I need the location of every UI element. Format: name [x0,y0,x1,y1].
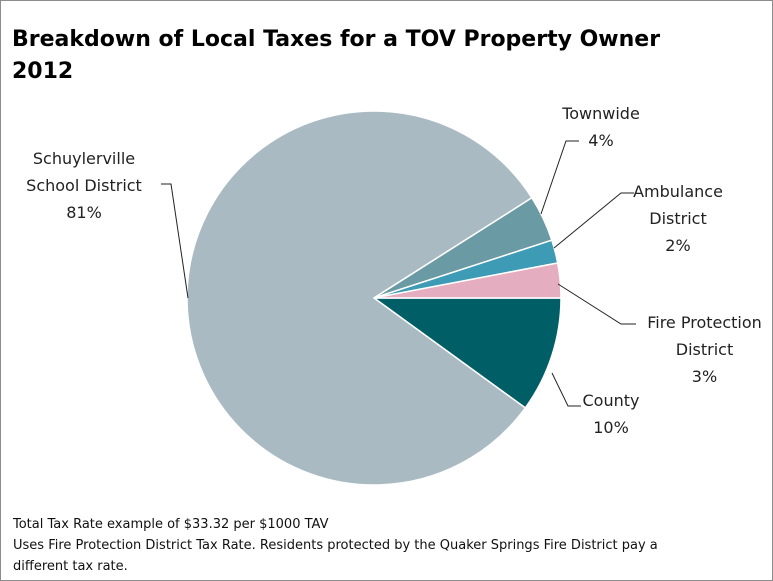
category-label: Schuylerville School District [26,149,142,195]
leader-line [557,283,636,325]
slice-label: County 10% [561,387,661,441]
leader-line [553,192,634,249]
category-label: Ambulance District [633,182,723,228]
slice-label: Fire Protection District 3% [637,309,772,390]
note: Total Tax Rate example of $33.32 per $10… [13,517,329,532]
slice-label: Ambulance District 2% [628,178,728,259]
chart-subtitle: 2012 [12,59,74,84]
leader-line [540,140,579,215]
slice-label: Schuylerville School District 81% [9,145,159,226]
category-label: Townwide [562,104,640,123]
pie-slice [373,262,562,299]
notes: Total Tax Rate example of $33.32 per $10… [13,514,703,577]
value-label: 10% [593,418,629,437]
pie-slice [371,297,562,409]
chart-title: Breakdown of Local Taxes for a TOV Prope… [12,27,661,52]
value-label: 81% [66,203,102,222]
leader-line [161,183,189,299]
category-label: County [582,391,640,410]
leader-line [551,372,581,407]
slice-label: Townwide 4% [541,100,661,154]
value-label: 3% [691,367,718,386]
value-label: 4% [588,131,614,150]
category-label: Fire Protection District [647,313,762,359]
value-label: 2% [665,236,691,255]
note: Uses Fire Protection District Tax Rate. … [13,538,658,574]
